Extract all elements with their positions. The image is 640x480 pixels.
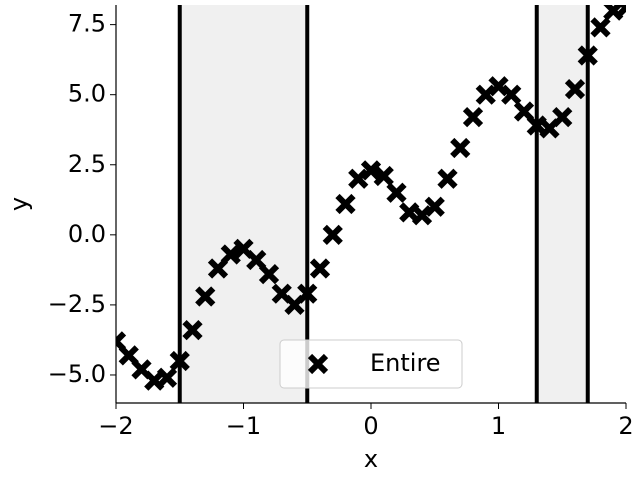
x-axis-label: x <box>364 445 378 473</box>
marker <box>501 84 522 105</box>
y-tick-label: 5.0 <box>68 80 106 108</box>
x-tick-label: −1 <box>226 412 261 440</box>
marker <box>360 160 382 181</box>
y-tick-label: −2.5 <box>48 290 106 318</box>
legend-label: Entire <box>370 349 441 377</box>
marker <box>258 263 280 285</box>
marker <box>116 331 127 352</box>
y-tick-label: 7.5 <box>68 10 106 38</box>
x-tick-label: 0 <box>363 412 378 440</box>
marker <box>335 193 356 215</box>
shaded-region <box>536 5 588 403</box>
marker <box>590 17 611 38</box>
y-tick-label: 2.5 <box>68 150 106 178</box>
marker <box>373 165 394 187</box>
marker <box>462 106 484 128</box>
x-tick-label: −2 <box>98 412 133 440</box>
marker <box>488 76 509 97</box>
marker <box>297 283 318 304</box>
y-tick-label: −5.0 <box>48 360 106 388</box>
marker <box>207 258 229 279</box>
marker <box>424 196 445 217</box>
x-tick-label: 2 <box>618 412 633 440</box>
marker <box>564 78 586 100</box>
marker <box>309 258 331 279</box>
marker <box>118 345 139 366</box>
y-tick-label: 0.0 <box>68 220 106 248</box>
markers <box>116 5 626 391</box>
marker <box>577 45 598 66</box>
marker <box>246 249 267 271</box>
marker <box>182 320 203 341</box>
legend-box <box>279 339 463 389</box>
marker <box>348 168 369 189</box>
marker <box>450 137 471 159</box>
marker <box>169 350 190 372</box>
marker <box>437 168 458 189</box>
marker <box>195 286 216 307</box>
legend-marker <box>307 353 329 375</box>
marker <box>475 84 496 105</box>
marker <box>322 224 343 245</box>
marker <box>552 106 573 128</box>
marker <box>220 244 241 265</box>
marker <box>386 182 407 203</box>
marker <box>615 5 626 18</box>
y-axis-label: y <box>5 197 33 211</box>
x-tick-label: 1 <box>491 412 506 440</box>
marker <box>411 205 433 226</box>
marker <box>513 101 535 122</box>
marker <box>156 367 178 388</box>
